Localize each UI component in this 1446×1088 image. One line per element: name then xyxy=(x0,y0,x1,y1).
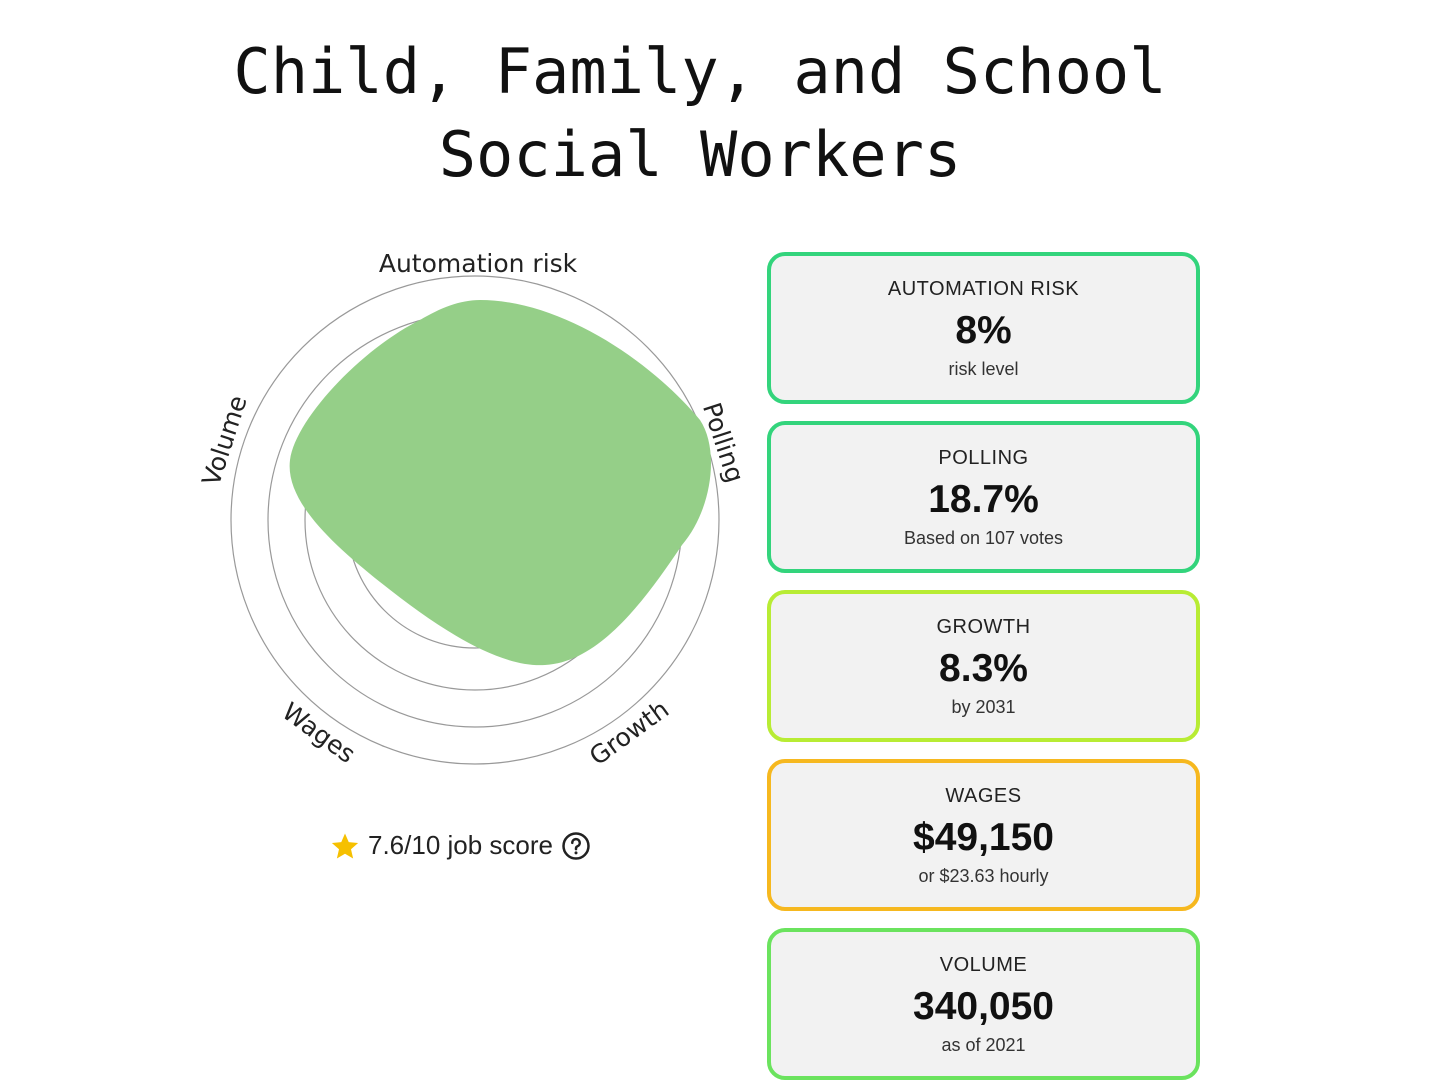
card-note: risk level xyxy=(948,359,1019,379)
axis-label: Growth xyxy=(584,694,674,771)
job-score: 7.6/10 job score xyxy=(330,830,591,861)
help-icon[interactable] xyxy=(561,831,591,861)
card-label: GROWTH xyxy=(936,616,1031,638)
radar-shape xyxy=(289,300,712,666)
page-title: Child, Family, and School Social Workers xyxy=(233,35,1167,191)
card-note: or $23.63 hourly xyxy=(918,866,1049,886)
star-icon xyxy=(331,833,359,858)
card-value: 8.3% xyxy=(939,647,1028,690)
stat-card: VOLUME 340,050 as of 2021 xyxy=(767,928,1200,1080)
card-label: VOLUME xyxy=(939,954,1028,976)
stat-card: WAGES $49,150 or $23.63 hourly xyxy=(767,759,1200,911)
axis-label: Automation risk xyxy=(379,249,578,278)
card-note: Based on 107 votes xyxy=(903,528,1064,548)
stat-card: AUTOMATION RISK 8% risk level xyxy=(767,252,1200,404)
card-value: 8% xyxy=(955,309,1012,352)
score-text: 7.6/10 job score xyxy=(368,830,554,860)
card-value: $49,150 xyxy=(913,816,1054,859)
card-note: as of 2021 xyxy=(941,1035,1026,1055)
card-label: AUTOMATION RISK xyxy=(887,278,1080,300)
card-label: POLLING xyxy=(938,447,1029,469)
stat-card: GROWTH 8.3% by 2031 xyxy=(767,590,1200,742)
card-note: by 2031 xyxy=(951,697,1016,717)
stat-card: POLLING 18.7% Based on 107 votes xyxy=(767,421,1200,573)
card-label: WAGES xyxy=(945,785,1022,807)
card-value: 340,050 xyxy=(913,985,1054,1028)
radar-chart: Automation risk Polling Growth Wages Vol… xyxy=(196,249,749,771)
ring xyxy=(230,275,720,765)
card-value: 18.7% xyxy=(928,478,1039,521)
